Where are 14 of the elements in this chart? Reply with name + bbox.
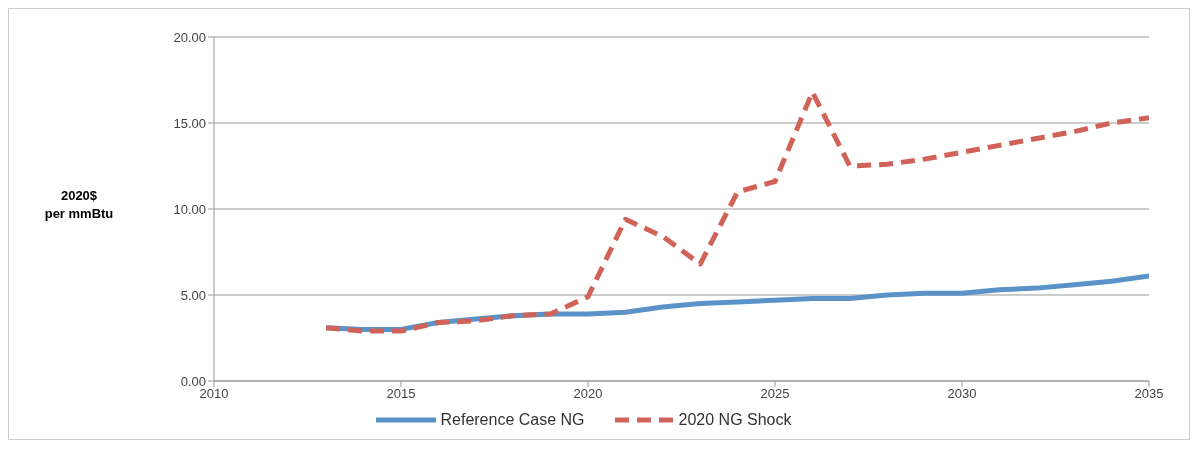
y-axis-title: 2020$ per mmBtu [44, 188, 114, 221]
y-tick-label: 5.00 [180, 287, 206, 303]
x-tick-label: 2030 [947, 386, 977, 402]
x-tick-label: 2035 [1134, 386, 1164, 402]
y-tick-label: 10.00 [173, 201, 206, 217]
legend-label: Reference Case NG [439, 411, 585, 429]
x-tick-label: 2025 [760, 386, 790, 402]
y-tick-label: 20.00 [173, 29, 206, 45]
y-tick-label: 0.00 [180, 373, 206, 389]
legend-label: 2020 NG Shock [677, 411, 792, 429]
x-tick-label: 2020 [573, 386, 603, 402]
y-tick-label: 15.00 [173, 115, 206, 131]
x-tick-label: 2010 [199, 386, 229, 402]
x-tick-label: 2015 [386, 386, 416, 402]
